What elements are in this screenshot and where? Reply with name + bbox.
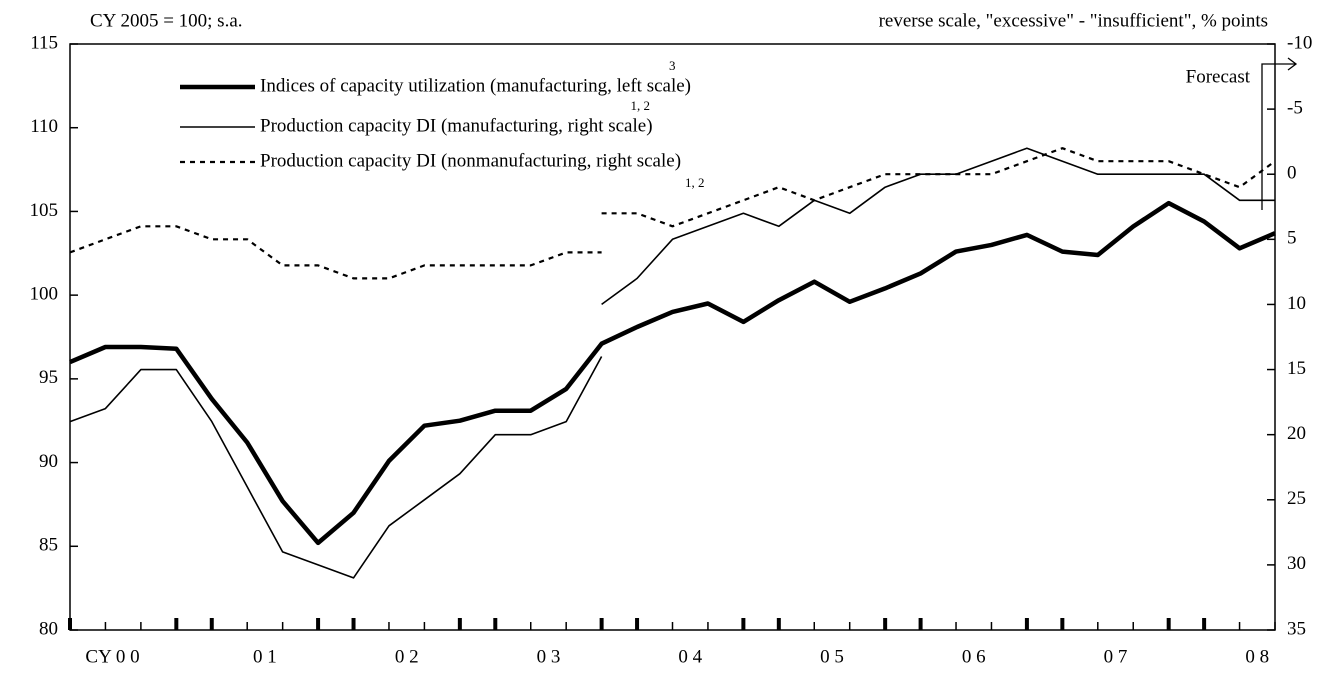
- series-line: [69, 200, 1276, 546]
- y-tick-label: 90: [39, 451, 58, 472]
- x-tick-label: 0 2: [395, 646, 419, 667]
- x-tick-label: 0 4: [678, 646, 702, 667]
- y2-tick-label: 5: [1287, 228, 1297, 249]
- right-note: reverse scale, "excessive" - "insufficie…: [879, 10, 1268, 31]
- y2-tick-label: 10: [1287, 293, 1306, 314]
- series-line: [69, 356, 603, 579]
- y2-tick-label: 30: [1287, 553, 1306, 574]
- y2-tick-label: 0: [1287, 163, 1297, 184]
- legend-label: Indices of capacity utilization (manufac…: [260, 75, 691, 96]
- series-line: [69, 225, 602, 280]
- left-note: CY 2005 = 100; s.a.: [90, 10, 243, 31]
- x-tick-label: 0 5: [820, 646, 844, 667]
- y-tick-label: 100: [30, 284, 59, 305]
- y2-tick-label: 35: [1287, 618, 1306, 639]
- y2-tick-label: -10: [1287, 32, 1312, 53]
- y-tick-label: 80: [39, 618, 58, 639]
- y-tick-label: 110: [30, 116, 58, 137]
- y-tick-label: 95: [39, 367, 58, 388]
- x-tick-label: 0 1: [253, 646, 277, 667]
- plot-frame: [69, 43, 1276, 631]
- y-tick-label: 105: [30, 200, 59, 221]
- x-tick-label: 0 7: [1104, 646, 1128, 667]
- y2-tick-label: 25: [1287, 488, 1306, 509]
- y-tick-label: 115: [30, 32, 58, 53]
- forecast-arrow: [1261, 57, 1298, 210]
- y2-tick-label: -5: [1287, 97, 1303, 118]
- series-line: [601, 147, 1275, 306]
- y2-tick-label: 20: [1287, 423, 1306, 444]
- y-tick-label: 85: [39, 535, 58, 556]
- x-tick-label: 0 3: [537, 646, 561, 667]
- x-tick-label: CY 0 0: [85, 646, 139, 667]
- series-line: [601, 147, 1276, 228]
- legend-note: 1, 2: [631, 98, 651, 113]
- y2-tick-label: 15: [1287, 358, 1306, 379]
- legend-note: 3: [669, 58, 676, 73]
- legend-label: Production capacity DI (manufacturing, r…: [260, 115, 653, 136]
- legend-label: Production capacity DI (nonmanufacturing…: [260, 150, 681, 171]
- forecast-label: Forecast: [1186, 66, 1251, 87]
- x-tick-label: 0 6: [962, 646, 986, 667]
- legend-note: 1, 2: [685, 175, 705, 190]
- x-tick-label: 0 8: [1245, 646, 1269, 667]
